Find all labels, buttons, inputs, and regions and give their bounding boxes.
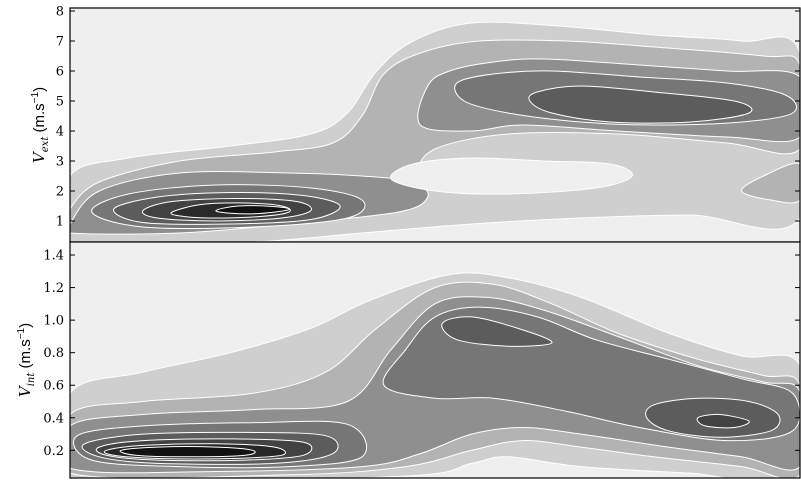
y-tick-label: 0.8 — [43, 346, 64, 361]
panel-vint-y-axis: 0.2 0.4 0.6 0.8 1.0 1.2 1.4 — [43, 249, 800, 459]
y-tick-label: 1 — [56, 215, 64, 230]
panel-vext: 1 2 3 4 5 6 7 8 Vext (m.s−1) — [30, 5, 801, 243]
y-tick-label: 0.6 — [43, 379, 64, 394]
y-tick-label: 2 — [56, 185, 64, 200]
contour-level-5-region-1 — [441, 316, 553, 347]
contour-level-8-region-0 — [119, 446, 256, 458]
panel-vint: 0.2 0.4 0.6 0.8 1.0 1.2 1.4 Vint (m.s−1) — [16, 241, 801, 479]
panel-vint-y-axis-label: Vint (m.s−1) — [16, 323, 37, 397]
y-tick-label: 0.4 — [43, 411, 64, 426]
y-tick-label: 7 — [56, 35, 64, 50]
y-tick-label: 3 — [56, 155, 64, 170]
panel-vext-y-axis-label: Vext (m.s−1) — [30, 87, 51, 163]
contour-level-5-region-1 — [528, 85, 753, 124]
y-tick-label: 6 — [56, 65, 64, 80]
contour-level-0-hole-region-0 — [390, 157, 633, 195]
contour-level-8-region-0 — [215, 205, 290, 215]
contour-level-2-region-1 — [741, 162, 800, 204]
y-tick-label: 8 — [56, 5, 64, 20]
y-tick-label: 1.4 — [43, 249, 64, 264]
panel-vext-y-axis: 1 2 3 4 5 6 7 8 — [56, 5, 800, 230]
panel-vext-contours — [70, 21, 800, 242]
y-tick-label: 4 — [56, 125, 64, 140]
y-tick-label: 0.2 — [43, 444, 64, 459]
panel-vint-contours — [70, 272, 800, 478]
panel-vint-frame — [69, 241, 801, 479]
y-tick-label: 5 — [56, 95, 64, 110]
y-tick-label: 1.2 — [43, 281, 64, 296]
y-tick-label: 1.0 — [43, 314, 64, 329]
contour-level-6-region-1 — [696, 413, 750, 429]
